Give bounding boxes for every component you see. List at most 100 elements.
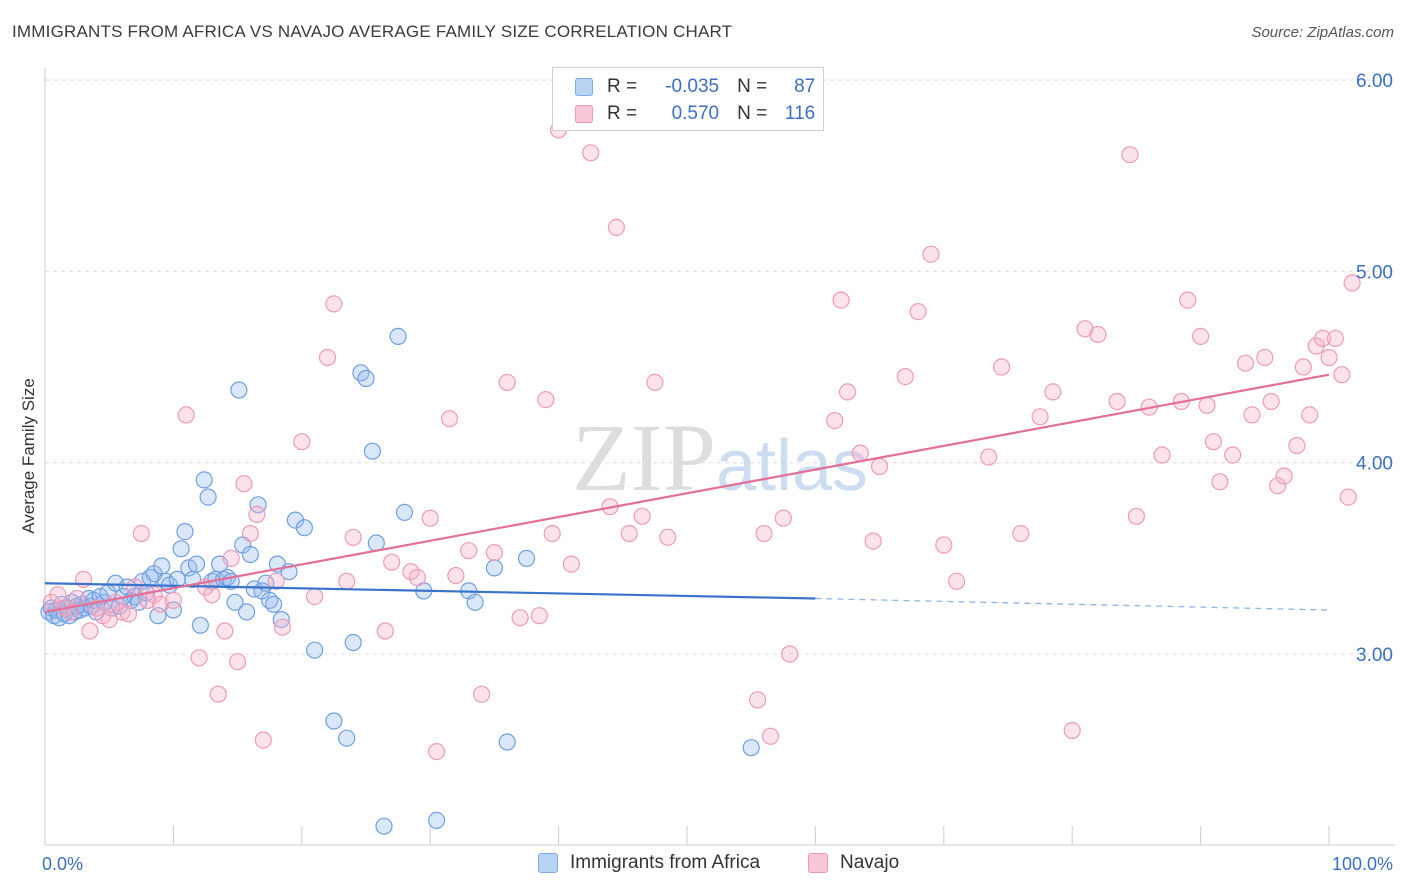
africa-point [153,557,171,575]
africa-point [306,641,324,659]
africa-point [241,545,259,564]
africa-point [375,817,393,835]
legend-n-value-africa: 87 [794,76,816,97]
navajo-point [1275,467,1293,485]
bottom-legend-label-africa: Immigrants from Africa [570,852,761,873]
navajo-point [1224,446,1242,464]
navajo-point [980,448,998,466]
africa-point [466,593,484,611]
africa-point [191,616,209,634]
legend-row-navajo: R = 0.570 N = 116 [575,101,815,127]
navajo-point [1191,327,1210,345]
x-tick-label: 0.0% [42,854,83,874]
legend-r-value-navajo: 0.570 [671,103,720,124]
navajo-point [119,605,138,623]
navajo-point [421,509,439,527]
y-axis-label: Average Family Size [19,378,38,534]
bottom-swatch-africa [538,853,558,873]
navajo-point [222,549,240,568]
trend-lines [44,373,1330,613]
navajo-point [203,586,221,604]
legend-row-africa: R = -0.035 N = 87 [575,74,815,100]
navajo-point [209,685,227,703]
navajo-point [273,618,292,636]
navajo-point [620,524,638,543]
navajo-trend-line [44,373,1330,613]
navajo-point [832,291,850,309]
africa-point [428,811,446,830]
navajo-point [1063,721,1081,740]
navajo-point [1294,358,1312,376]
navajo-point [935,536,953,554]
legend-r-label: R = [607,76,638,97]
navajo-point [1243,406,1261,424]
navajo-point [543,524,561,543]
grid-lines [45,79,1395,655]
africa-trend-line [44,582,816,600]
navajo-point [870,457,889,476]
navajo-point [1326,329,1345,347]
navajo-point [81,622,99,640]
navajo-point [659,528,677,546]
navajo-point [376,622,394,640]
navajo-point [992,358,1011,376]
axes [44,68,1395,846]
navajo-point [229,653,247,671]
africa-point [199,488,217,506]
navajo-point [1333,366,1351,384]
bottom-legend-label-navajo: Navajo [840,852,900,873]
navajo-point [864,532,882,550]
legend-n-value-navajo: 116 [784,103,816,124]
navajo-point [947,572,966,590]
legend-r-label: R = [607,103,638,124]
navajo-point [485,543,503,562]
legend-r-value-africa: -0.035 [665,76,720,97]
navajo-point [408,568,426,587]
navajo-point [1262,392,1280,411]
navajo-point [402,563,420,581]
navajo-point [774,509,792,527]
africa-point [230,381,248,399]
africa-point [195,471,213,489]
navajo-point [248,505,266,524]
navajo-point [1031,408,1049,426]
navajo-point [1204,433,1223,451]
navajo-point [530,607,548,625]
navajo-point [1127,507,1146,525]
navajo-point [241,524,259,543]
watermark: ZIPatlas [572,404,868,511]
africa-point [498,733,516,751]
navajo-point [216,622,234,640]
navajo-point [1211,473,1229,491]
legend-swatch-navajo [575,105,593,123]
africa-point [485,559,503,577]
legend-swatch-africa [575,78,593,96]
bottom-legend: Immigrants from Africa Navajo [0,852,1406,878]
y-tick-label: 3.00 [1356,645,1393,666]
navajo-point [1179,291,1197,309]
navajo-point [761,727,780,745]
africa-point [226,593,244,611]
navajo-point [537,391,555,409]
africa-point [344,633,362,652]
navajo-point [1313,329,1332,347]
navajo-point [100,610,118,629]
africa-point [187,555,206,573]
navajo-point [306,587,324,606]
navajo-point [152,595,170,613]
navajo-point [1301,406,1319,424]
x-tick-label: 100.0% [1332,854,1393,874]
navajo-point [325,295,343,313]
africa-point [325,712,343,730]
africa-point [338,729,356,747]
africa-point [389,327,407,345]
bottom-legend-africa: Immigrants from Africa [538,852,760,874]
navajo-point [235,475,253,493]
navajo-point [781,645,799,663]
navajo-point [1108,392,1126,411]
navajo-point [383,553,401,571]
africa-point [172,540,190,558]
navajo-point [922,245,940,263]
navajo-point [582,144,600,162]
